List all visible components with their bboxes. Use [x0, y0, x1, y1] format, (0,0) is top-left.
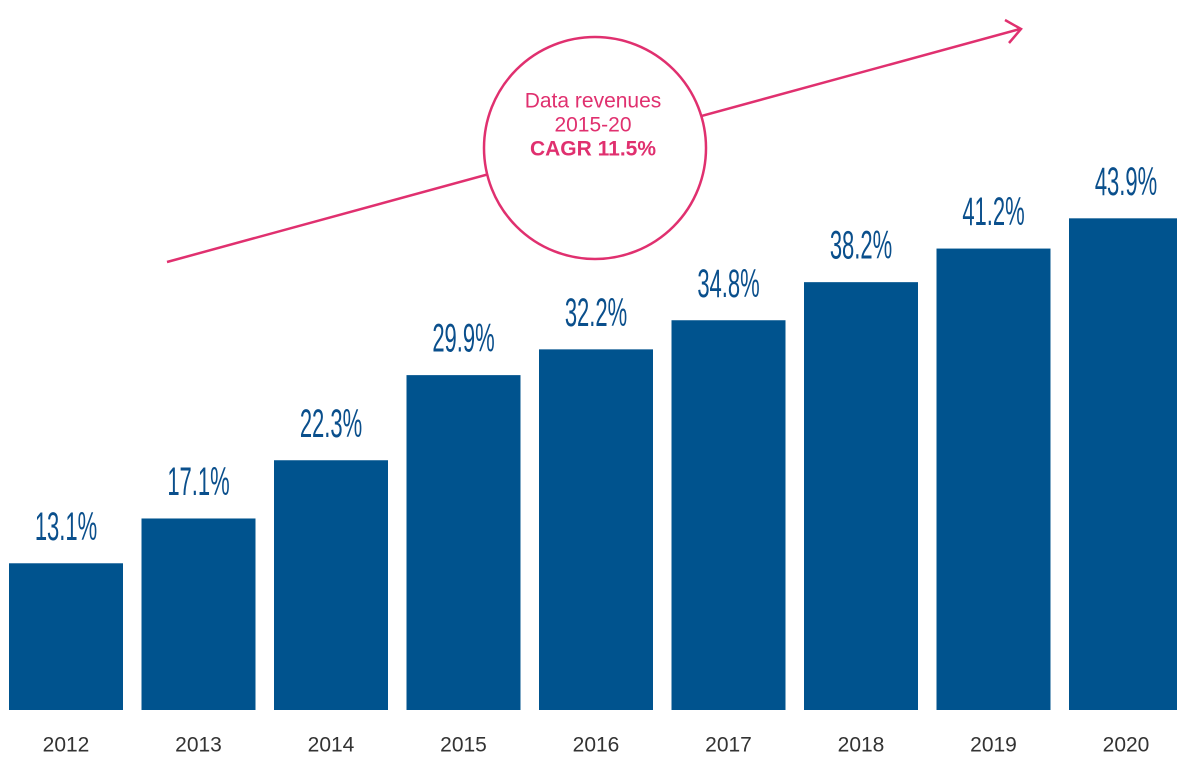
- data-label: 13.1%: [35, 504, 97, 549]
- bar: [406, 375, 521, 710]
- x-tick-label: 2012: [43, 734, 90, 757]
- annotation-highlight: CAGR 11.5%: [530, 138, 656, 161]
- data-label: 38.2%: [830, 223, 892, 268]
- data-label: 43.9%: [1095, 159, 1157, 204]
- x-tick-label: 2018: [838, 734, 885, 757]
- arrow-head: [1004, 18, 1023, 44]
- bar: [1069, 218, 1177, 710]
- bar: [539, 349, 653, 710]
- x-tick-label: 2016: [573, 734, 620, 757]
- x-tick-label: 2013: [175, 734, 222, 757]
- bar: [936, 248, 1051, 710]
- annotation-text: Data revenues: [525, 90, 662, 113]
- data-label: 17.1%: [167, 459, 229, 504]
- data-label: 32.2%: [565, 290, 627, 335]
- x-tick-label: 2017: [705, 734, 752, 757]
- bar: [274, 460, 388, 710]
- annotation-text: 2015-20: [554, 114, 631, 137]
- annotation-circle: [482, 35, 708, 261]
- x-tick-label: 2014: [308, 734, 355, 757]
- bar: [804, 282, 918, 710]
- data-label: 22.3%: [300, 401, 362, 446]
- x-tick-label: 2015: [440, 734, 487, 757]
- x-tick-label: 2020: [1103, 734, 1150, 757]
- data-label: 41.2%: [962, 189, 1024, 234]
- data-label: 29.9%: [432, 316, 494, 361]
- bar: [671, 320, 786, 710]
- data-label: 34.8%: [697, 261, 759, 306]
- bar: [141, 518, 256, 710]
- bar: [9, 563, 123, 710]
- x-tick-label: 2019: [970, 734, 1017, 757]
